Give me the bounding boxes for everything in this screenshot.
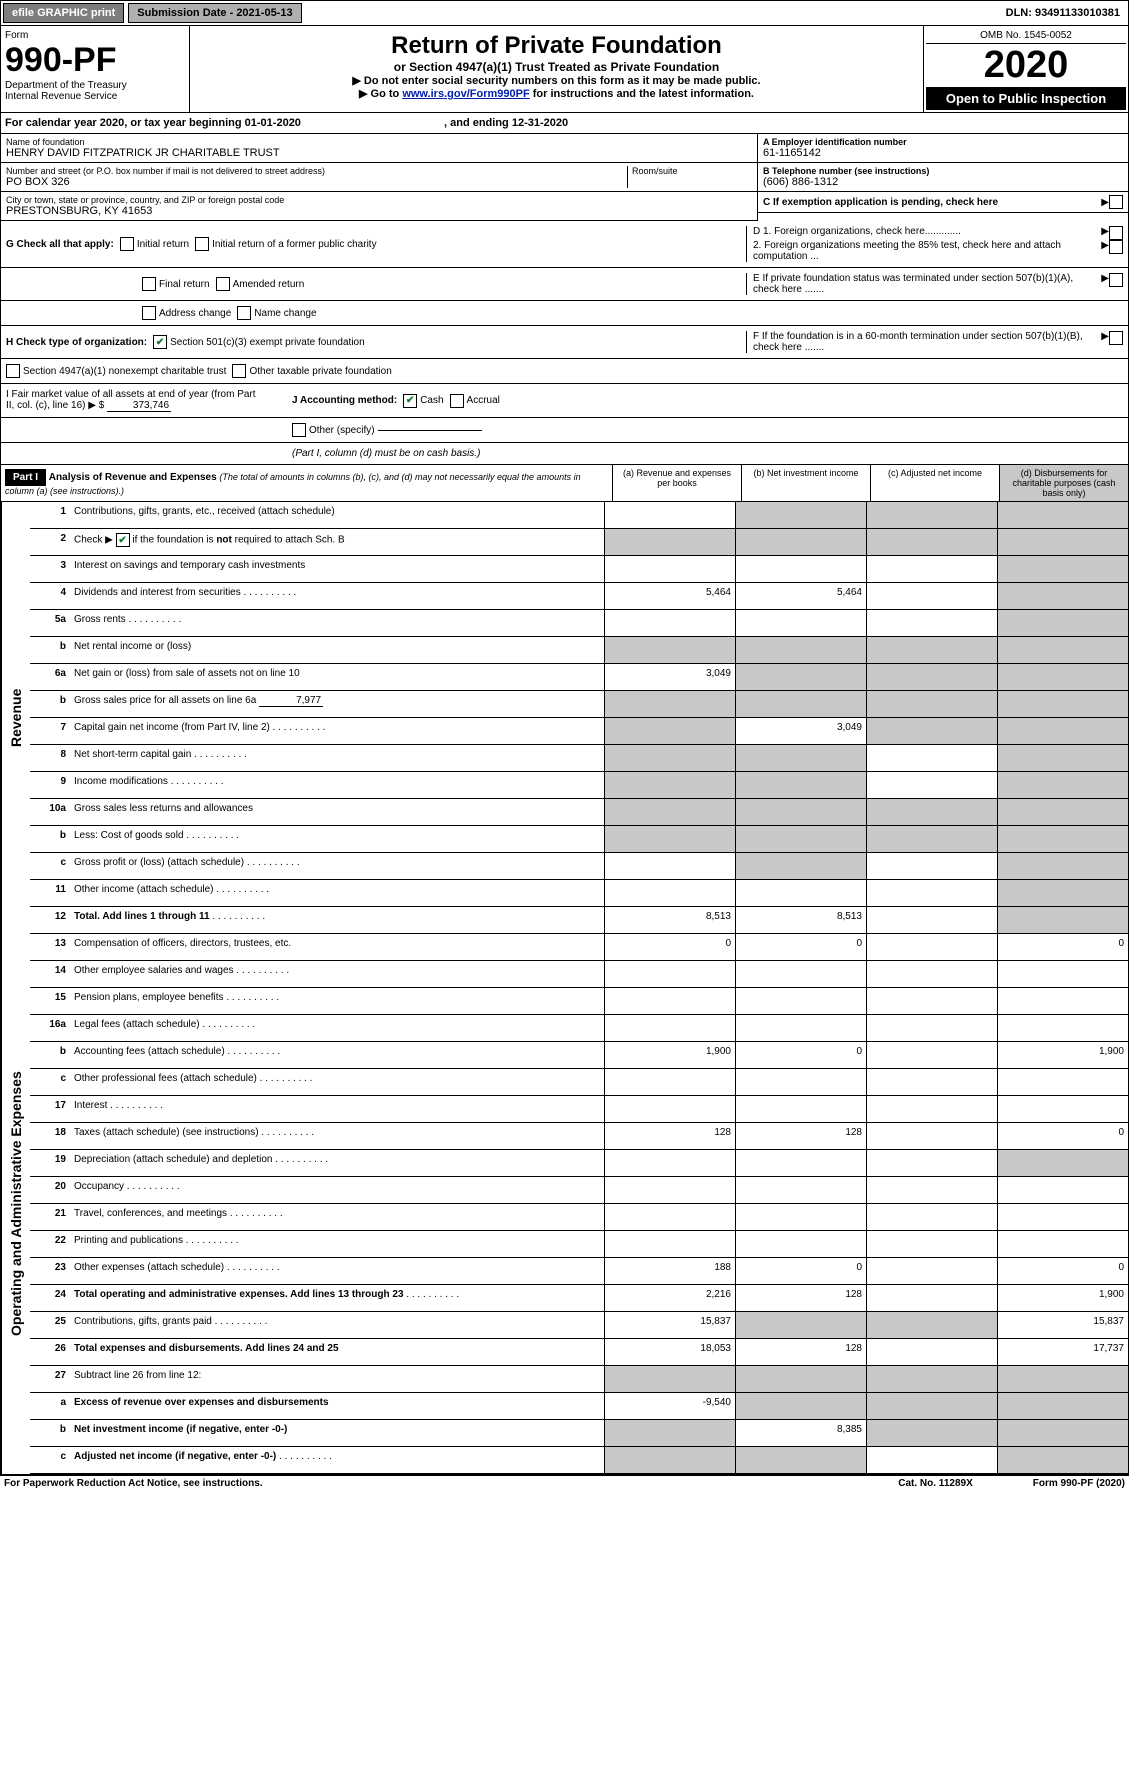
g-name[interactable] [237,306,251,320]
dln: DLN: 93491133010381 [998,4,1128,22]
room-label: Room/suite [632,166,752,176]
submission-date: Submission Date - 2021-05-13 [128,3,301,23]
top-bar: efile GRAPHIC print Submission Date - 20… [0,0,1129,26]
g-initial-former[interactable] [195,237,209,251]
g-row: G Check all that apply: Initial return I… [0,221,1129,268]
efile-print-button[interactable]: efile GRAPHIC print [3,3,124,23]
col-c: (c) Adjusted net income [870,465,999,501]
g-amended[interactable] [216,277,230,291]
ij-row: I Fair market value of all assets at end… [0,384,1129,418]
g-final[interactable] [142,277,156,291]
expenses-label: Operating and Administrative Expenses [1,934,30,1474]
6b-value: 7,977 [259,695,323,707]
page-footer: For Paperwork Reduction Act Notice, see … [0,1475,1129,1491]
form-word: Form [5,30,185,41]
dept: Department of the Treasury [5,80,185,91]
city-label: City or town, state or province, country… [6,195,752,205]
d1-checkbox[interactable] [1109,226,1123,240]
col-b: (b) Net investment income [741,465,870,501]
f-checkbox[interactable] [1109,331,1123,345]
open-public: Open to Public Inspection [926,87,1126,110]
irs: Internal Revenue Service [5,91,185,102]
note2: ▶ Go to www.irs.gov/Form990PF for instru… [196,87,917,100]
g-row3: Address change Name change [0,301,1129,326]
form-title: Return of Private Foundation [196,32,917,60]
addr: PO BOX 326 [6,176,627,188]
h-4947[interactable] [6,364,20,378]
addr-label: Number and street (or P.O. box number if… [6,166,627,176]
identity-grid: Name of foundation HENRY DAVID FITZPATRI… [0,134,1129,221]
form990pf-link[interactable]: www.irs.gov/Form990PF [402,88,529,100]
col-a: (a) Revenue and expenses per books [612,465,741,501]
name-label: Name of foundation [6,137,752,147]
expenses-section: Operating and Administrative Expenses 13… [0,934,1129,1475]
c-checkbox[interactable] [1109,195,1123,209]
h-row2: Section 4947(a)(1) nonexempt charitable … [0,359,1129,384]
fmv-value: 373,746 [107,400,171,412]
g-row2: Final return Amended return E If private… [0,268,1129,301]
j-other[interactable] [292,423,306,437]
cat-no: Cat. No. 11289X [898,1478,972,1489]
ein: 61-1165142 [763,147,1123,159]
calendar-year-row: For calendar year 2020, or tax year begi… [0,113,1129,134]
form-subtitle: or Section 4947(a)(1) Trust Treated as P… [196,60,917,74]
part1-badge: Part I [5,469,46,486]
omb: OMB No. 1545-0052 [926,28,1126,44]
revenue-label: Revenue [1,502,30,934]
g-address[interactable] [142,306,156,320]
phone-label: B Telephone number (see instructions) [763,166,1123,176]
city: PRESTONSBURG, KY 41653 [6,205,752,217]
j-accrual[interactable] [450,394,464,408]
form-ref: Form 990-PF (2020) [1033,1478,1125,1489]
g-initial-return[interactable] [120,237,134,251]
h-other[interactable] [232,364,246,378]
col-d: (d) Disbursements for charitable purpose… [999,465,1128,501]
h-row: H Check type of organization: ✔Section 5… [0,326,1129,359]
paperwork-notice: For Paperwork Reduction Act Notice, see … [4,1478,263,1489]
revenue-section: Revenue 1Contributions, gifts, grants, e… [0,502,1129,934]
h-501c3[interactable]: ✔ [153,335,167,349]
sch-b-check[interactable]: ✔ [116,533,130,547]
form-header: Form 990-PF Department of the Treasury I… [0,26,1129,113]
j-row2: Other (specify) [0,418,1129,443]
tax-year: 2020 [926,44,1126,87]
part1-header: Part I Analysis of Revenue and Expenses … [0,465,1129,502]
c-label: C If exemption application is pending, c… [763,197,1101,208]
e-checkbox[interactable] [1109,273,1123,287]
j-cash[interactable]: ✔ [403,394,417,408]
form-number: 990-PF [5,41,185,80]
d2-checkbox[interactable] [1109,240,1123,254]
ein-label: A Employer identification number [763,137,1123,147]
phone: (606) 886-1312 [763,176,1123,188]
j-note: (Part I, column (d) must be on cash basi… [0,443,1129,465]
foundation-name: HENRY DAVID FITZPATRICK JR CHARITABLE TR… [6,147,752,159]
note1: ▶ Do not enter social security numbers o… [196,74,917,87]
